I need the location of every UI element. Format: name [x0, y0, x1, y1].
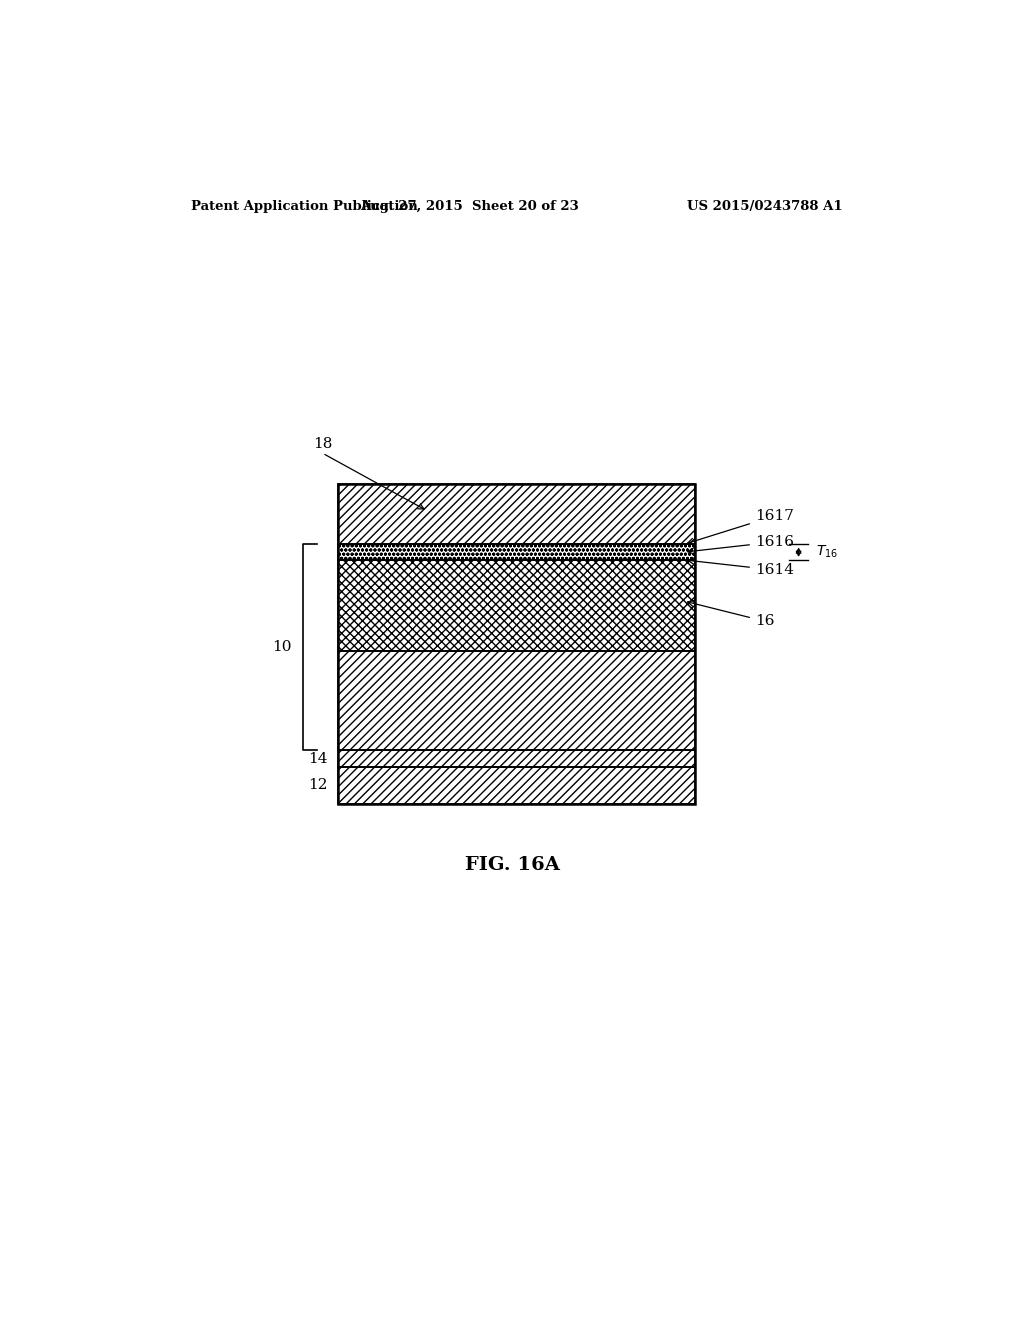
Text: FIG. 16A: FIG. 16A — [466, 855, 560, 874]
Bar — [338, 483, 695, 804]
Text: 16: 16 — [687, 601, 774, 628]
Text: 1614: 1614 — [688, 558, 794, 577]
Text: US 2015/0243788 A1: US 2015/0243788 A1 — [687, 199, 842, 213]
Text: 10: 10 — [272, 640, 292, 655]
Bar — [338, 651, 695, 750]
Text: 1616: 1616 — [688, 535, 794, 554]
Bar — [338, 560, 695, 651]
Text: Aug. 27, 2015  Sheet 20 of 23: Aug. 27, 2015 Sheet 20 of 23 — [359, 199, 579, 213]
Text: 12: 12 — [308, 779, 328, 792]
Bar — [338, 750, 695, 767]
Text: 14: 14 — [308, 751, 328, 766]
Bar — [338, 544, 695, 560]
Text: 18: 18 — [312, 437, 332, 451]
Text: 1617: 1617 — [687, 510, 794, 544]
Bar — [338, 483, 695, 544]
Text: Patent Application Publication: Patent Application Publication — [191, 199, 418, 213]
Bar — [338, 767, 695, 804]
Text: $T_{16}$: $T_{16}$ — [816, 544, 839, 561]
